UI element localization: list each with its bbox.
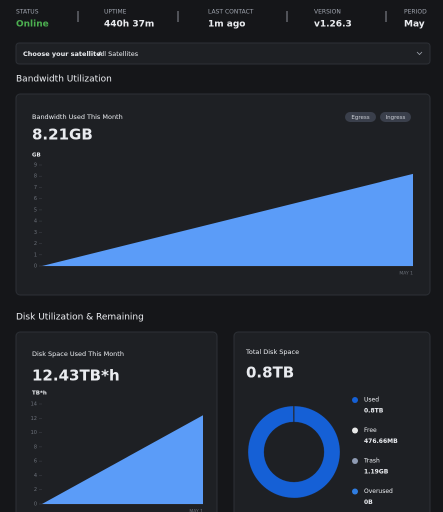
- toggle-label: Ingress: [386, 115, 406, 121]
- y-tick-label: 2: [34, 241, 37, 247]
- status-value: v1.26.3: [314, 20, 352, 30]
- y-tick-label: 12: [31, 416, 37, 422]
- legend-value: 476.66MB: [364, 438, 398, 445]
- card-total: 12.43TB*h: [32, 367, 120, 385]
- legend-dot: [352, 488, 358, 495]
- legend-label: Free: [364, 427, 377, 434]
- y-tick-label: 6: [34, 196, 37, 202]
- x-tick-label: MAY 1: [189, 509, 203, 512]
- x-tick-label: MAY 1: [399, 271, 413, 277]
- satellite-value: All Satellites: [98, 50, 139, 58]
- satellite-label: Choose your satellite:: [23, 50, 103, 58]
- y-tick-label: 4: [34, 473, 37, 479]
- y-tick-label: 3: [34, 230, 37, 236]
- legend-value: 0.8TB: [364, 408, 384, 415]
- status-label: PERIOD: [404, 9, 427, 16]
- legend-dot: [352, 458, 358, 464]
- unit-label: GB: [32, 153, 41, 159]
- y-tick-label: 5: [34, 207, 37, 213]
- legend-value: 1.19GB: [364, 469, 389, 476]
- status-value: Online: [16, 20, 49, 30]
- section-title: Bandwidth Utilization: [16, 75, 112, 85]
- card: [233, 331, 431, 512]
- y-tick-label: 4: [34, 219, 37, 225]
- y-tick-label: 14: [31, 402, 37, 408]
- card-title: Total Disk Space: [245, 348, 299, 356]
- status-value: 1m ago: [208, 20, 245, 30]
- card-total: 8.21GB: [32, 126, 93, 144]
- donut-segment: [247, 405, 341, 499]
- y-tick-label: 0: [34, 502, 37, 508]
- legend-dot: [352, 397, 358, 403]
- y-tick-label: 7: [34, 185, 37, 191]
- card-title: Bandwidth Used This Month: [32, 113, 123, 121]
- card-title: Disk Space Used This Month: [32, 350, 124, 358]
- separators: [77, 11, 387, 22]
- legend-label: Used: [364, 397, 379, 404]
- legend-dot: [352, 427, 358, 434]
- y-tick-label: 9: [34, 163, 37, 169]
- area: [42, 173, 413, 266]
- y-tick-label: 8: [34, 444, 37, 450]
- toggle-button[interactable]: [345, 112, 376, 122]
- status-value: May: [404, 20, 425, 30]
- y-tick-label: 1: [34, 252, 37, 258]
- toggle-button[interactable]: [380, 112, 411, 122]
- status-label: VERSION: [314, 9, 341, 16]
- area: [42, 415, 203, 504]
- y-tick-label: 10: [31, 430, 37, 436]
- chevron: [416, 51, 423, 56]
- status-label: LAST CONTACT: [208, 9, 254, 16]
- y-tick-label: 0: [34, 264, 37, 270]
- legend-label: Overused: [364, 488, 393, 495]
- status-value: 440h 37m: [104, 20, 154, 30]
- y-tick-label: 2: [34, 487, 37, 493]
- legend-value: 0B: [364, 499, 373, 506]
- card-total: 0.8TB: [246, 364, 294, 382]
- satellite-select[interactable]: [15, 42, 431, 65]
- y-tick-label: 6: [34, 459, 37, 465]
- unit-label: TB*h: [32, 391, 47, 397]
- status-label: STATUS: [16, 9, 39, 16]
- status-label: UPTIME: [104, 9, 127, 16]
- legend-label: Trash: [363, 458, 380, 465]
- toggle-label: Egress: [351, 115, 369, 121]
- section-title: Disk Utilization & Remaining: [16, 313, 144, 323]
- y-tick-label: 8: [34, 174, 37, 180]
